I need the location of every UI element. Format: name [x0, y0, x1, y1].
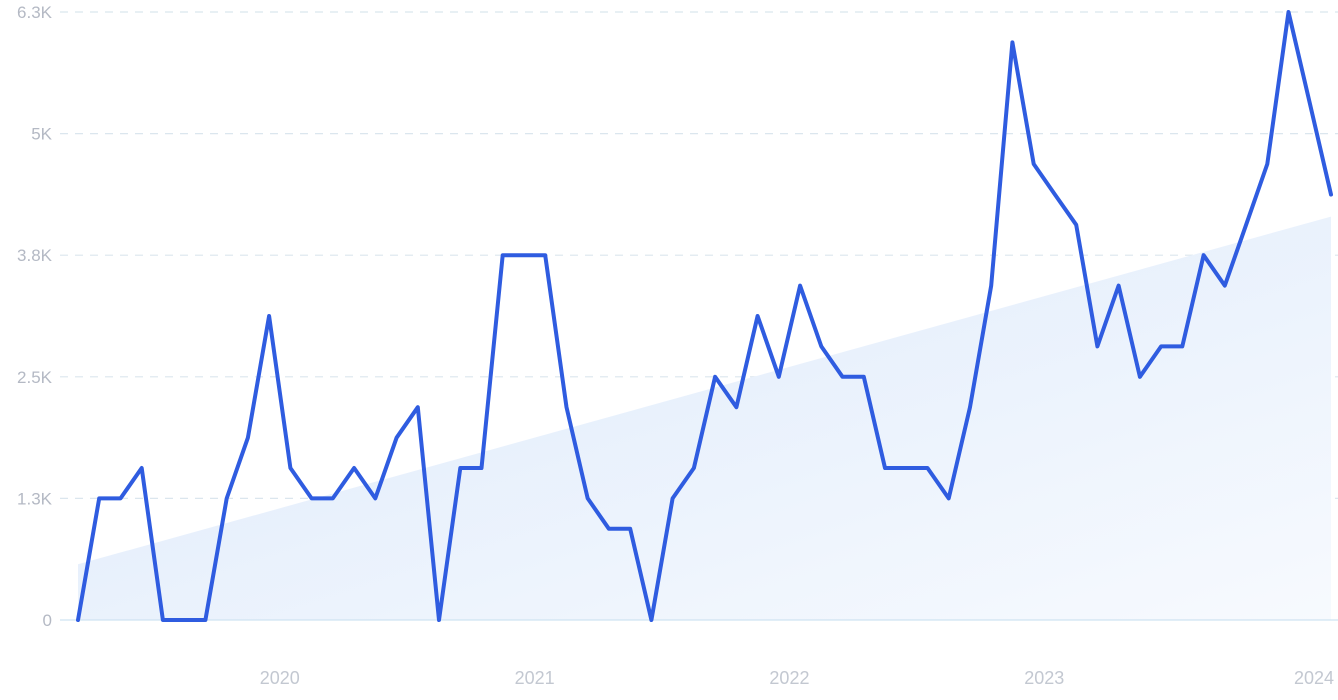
y-tick-label: 2.5K: [17, 368, 53, 387]
series-line: [76, 10, 1333, 622]
y-tick-label: 6.3K: [17, 3, 53, 22]
x-tick-label: 2022: [769, 668, 809, 688]
y-axis-ticks: 0 1.3K 2.5K 3.8K 5K 6.3K: [17, 3, 53, 630]
y-tick-label: 0: [43, 611, 52, 630]
y-tick-label: 1.3K: [17, 489, 53, 508]
y-tick-label: 3.8K: [17, 246, 53, 265]
x-tick-label: 2021: [515, 668, 555, 688]
y-tick-label: 5K: [31, 125, 52, 144]
x-axis-ticks: 2020 2021 2022 2023 2024: [260, 668, 1334, 688]
x-tick-label: 2020: [260, 668, 300, 688]
x-tick-label: 2024: [1294, 668, 1334, 688]
x-tick-label: 2023: [1024, 668, 1064, 688]
